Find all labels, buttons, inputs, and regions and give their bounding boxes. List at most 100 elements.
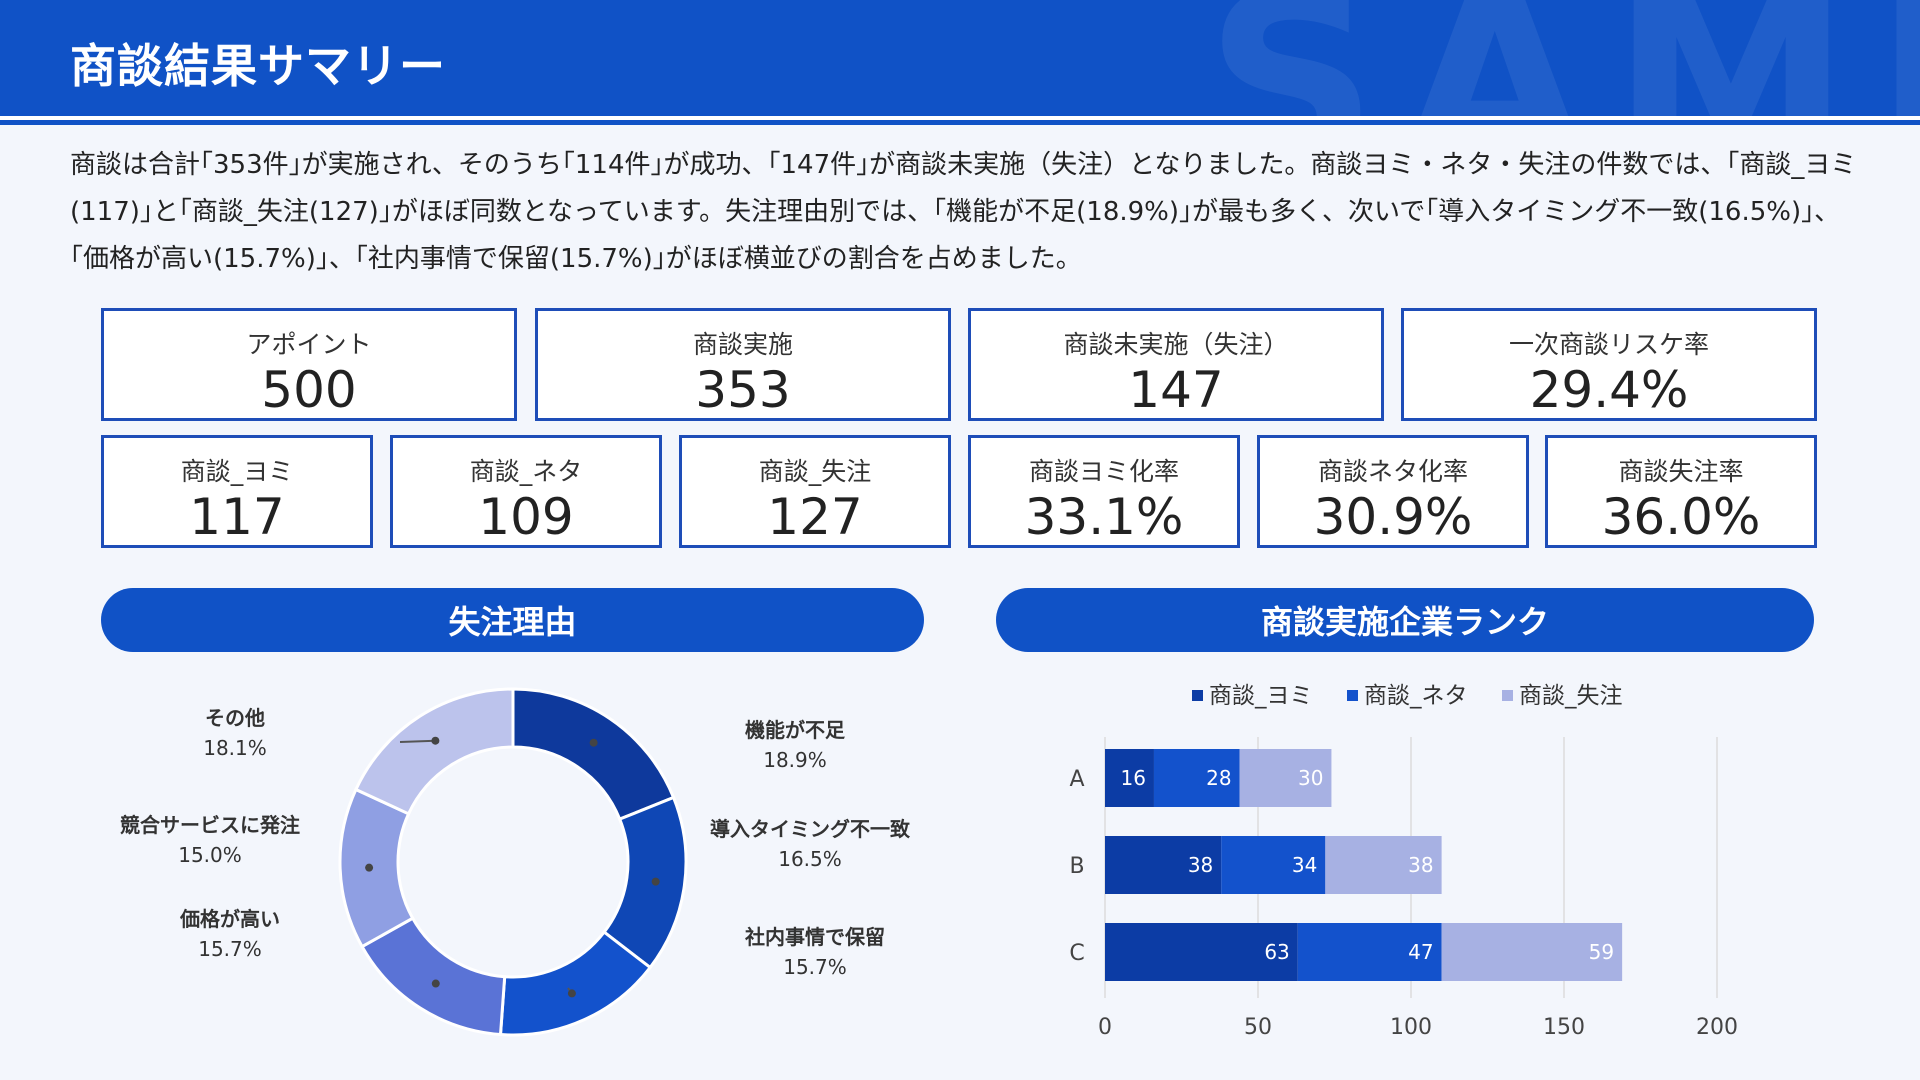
kpi-value: 109 [478,488,574,546]
donut-slice [602,795,688,970]
pie-label-name: 社内事情で保留 [745,925,885,949]
legend-swatch [1347,690,1358,701]
bar-segment [1239,749,1332,807]
pie-label-feature-lack: 機能が不足 18.9% [710,715,880,775]
kpi-reschedule-rate: 一次商談リスケ率 29.4% [1401,308,1817,421]
legend-label: 商談_ヨミ [1209,683,1313,709]
kpi-label: 商談ネタ化率 [1317,457,1468,486]
donut-leader-dot [431,736,440,745]
donut-slice [360,916,507,1037]
legend-swatch [1192,690,1203,701]
bar-segment [1325,836,1442,894]
kpi-value: 30.9% [1313,488,1473,546]
x-tick-label: 150 [1543,1015,1585,1040]
kpi-value: 29.4% [1529,361,1689,419]
company-rank-bar-chart: 商談_ヨミ 商談_ネタ 商談_失注 0 50 100 150 200 A 16 28 30 B 38 34 3… [1069,683,1738,1040]
y-category-label: A [1069,767,1084,792]
section-title-company-rank: 商談実施企業ランク [996,588,1814,652]
pie-label-internal-hold: 社内事情で保留 15.7% [720,922,910,982]
bar-data-label: 28 [1206,766,1231,790]
page-title: 商談結果サマリー [70,39,446,93]
donut-leader-line [654,881,658,886]
pie-label-name: 導入タイミング不一致 [710,817,910,841]
kpi-meetings-not-held: 商談未実施（失注） 147 [968,308,1384,421]
donut-leader-dot [567,989,576,998]
section-title-loss-reasons: 失注理由 [101,588,924,652]
bar-data-label: 47 [1408,940,1433,964]
kpi-value: 117 [189,488,285,546]
x-tick-label: 50 [1244,1015,1272,1040]
y-category-label: B [1069,854,1084,879]
x-tick-label: 200 [1696,1015,1738,1040]
kpi-value: 36.0% [1601,488,1761,546]
legend-label: 商談_ネタ [1364,683,1468,709]
bar-data-label: 30 [1298,766,1323,790]
kpi-label: 商談実施 [692,330,793,359]
donut-leader-dot [365,863,374,872]
bar-segment [1153,749,1240,807]
header-divider-blue [0,120,1920,125]
bar-segment [1105,836,1222,894]
kpi-appointments: アポイント 500 [101,308,517,421]
kpi-label: 商談ヨミ化率 [1028,457,1179,486]
kpi-yomi: 商談_ヨミ 117 [101,435,373,548]
pie-label-value: 15.7% [198,937,262,961]
bar-data-label: 34 [1292,853,1317,877]
summary-paragraph: 商談は合計｢353件｣が実施され、そのうち｢114件｣が成功、｢147件｣が商談… [70,150,1857,274]
pie-label-name: その他 [205,706,265,730]
header-bar: SAMPLE 商談結果サマリー [0,0,1920,116]
legend-label: 商談_失注 [1519,683,1623,709]
pie-label-price-high: 価格が高い 15.7% [155,904,305,964]
x-tick-label: 0 [1098,1015,1112,1040]
kpi-shicchu: 商談_失注 127 [679,435,951,548]
donut-leader-line [434,980,437,984]
pie-label-other: その他 18.1% [170,703,300,763]
kpi-neta: 商談_ネタ 109 [390,435,662,548]
kpi-label: 商談_ヨミ [180,457,294,486]
pie-label-value: 16.5% [778,847,842,871]
kpi-label: 一次商談リスケ率 [1508,330,1709,359]
legend-swatch [1502,690,1513,701]
pie-label-name: 価格が高い [180,907,280,931]
kpi-value: 353 [695,361,791,419]
header-divider-light [0,116,1920,120]
kpi-label: 商談_ネタ [469,457,583,486]
donut-leader-line [399,739,436,743]
kpi-value: 147 [1128,361,1224,419]
y-category-label: C [1069,941,1084,966]
pie-label-timing: 導入タイミング不一致 16.5% [695,814,925,874]
kpi-value: 33.1% [1024,488,1184,546]
kpi-meetings-held: 商談実施 353 [535,308,951,421]
pie-label-value: 18.1% [203,736,267,760]
bar-data-label: 38 [1408,853,1433,877]
pie-label-competitor: 競合サービスに発注 15.0% [100,810,320,870]
bar-segment [1105,749,1154,807]
bar-segment [1297,923,1442,981]
donut-leader-line [368,866,371,869]
kpi-label: 商談_失注 [758,457,872,486]
pie-label-value: 15.0% [178,843,242,867]
donut-leader-dot [589,738,598,747]
donut-leader-dot [431,979,440,988]
donut-slice [353,687,515,816]
bar-segment [1105,923,1298,981]
bar-data-label: 63 [1264,940,1289,964]
bar-data-label: 59 [1589,940,1614,964]
kpi-value: 500 [261,361,357,419]
donut-leader-dot [651,877,660,886]
bar-segment [1221,836,1326,894]
donut-slice [498,930,653,1037]
pie-label-name: 競合サービスに発注 [120,813,300,837]
bar-data-label: 38 [1188,853,1213,877]
kpi-shicchu-rate: 商談失注率 36.0% [1545,435,1817,548]
bar-data-label: 16 [1121,766,1146,790]
x-tick-label: 100 [1390,1015,1432,1040]
pie-label-value: 15.7% [783,955,847,979]
bar-segment [1441,923,1623,981]
header-watermark: SAMPLE [1205,0,1920,116]
kpi-value: 127 [767,488,863,546]
kpi-label: 商談未実施（失注） [1063,330,1289,359]
donut-slice [338,787,415,949]
donut-slice [511,687,676,822]
kpi-neta-rate: 商談ネタ化率 30.9% [1257,435,1529,548]
